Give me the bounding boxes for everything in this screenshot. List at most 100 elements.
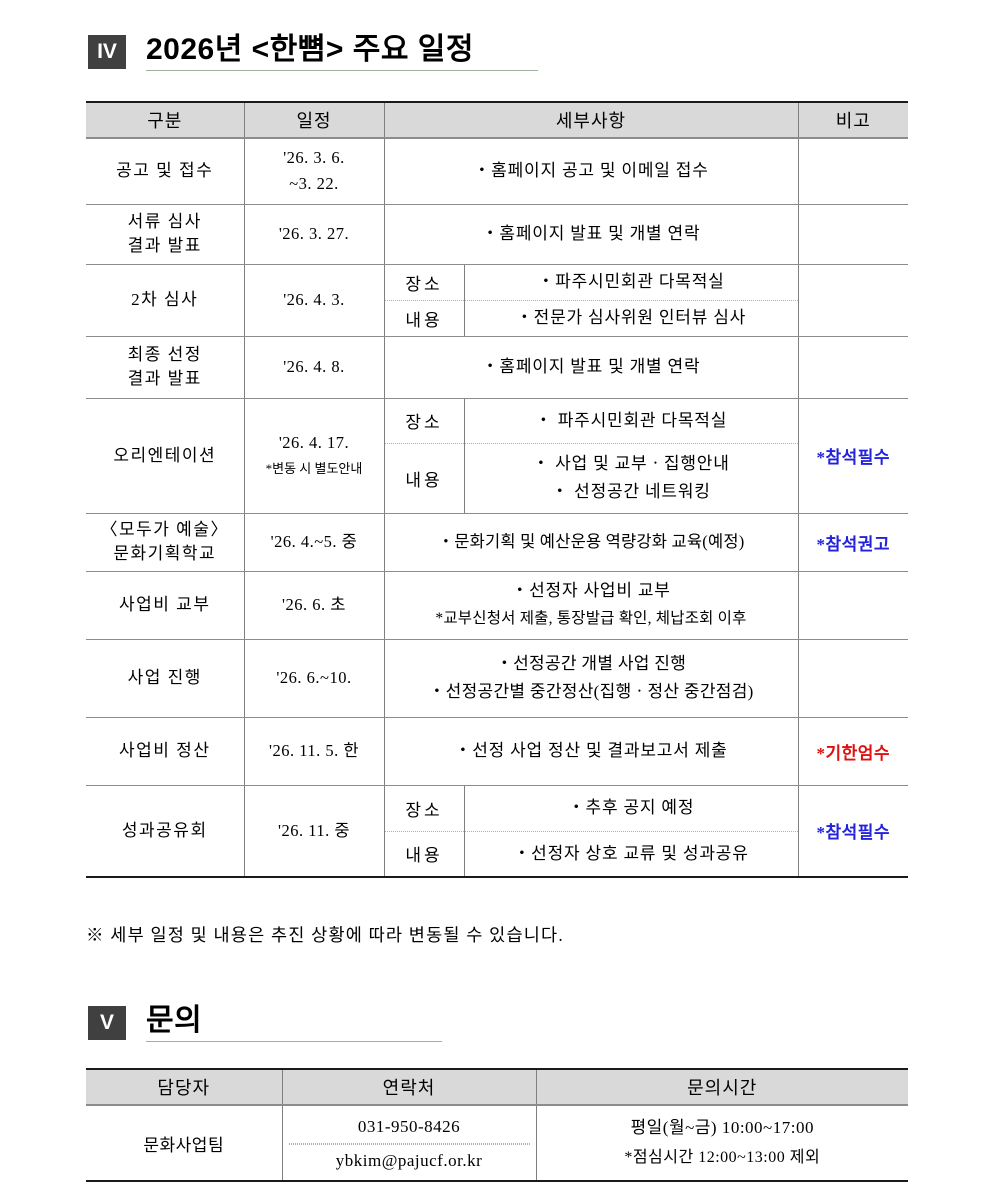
cell-detail: ・선정 사업 정산 및 결과보고서 제출 (383, 716, 799, 786)
date-line-2: ~3. 22. (289, 174, 339, 194)
cell-detail: ・선정공간 개별 사업 진행 ・선정공간별 중간정산(집행ㆍ정산 중간점검) (383, 638, 799, 718)
date-line-1: '26. 3. 6. (283, 148, 345, 168)
section-title-contact: 문의 (146, 1004, 203, 1037)
table-row: 공고 및 접수 '26. 3. 6. ~3. 22. ・홈페이지 공고 및 이메… (86, 137, 908, 205)
cell-remark (797, 263, 908, 337)
cell-remark (797, 335, 908, 399)
cell-sublabel-content: 내용 (383, 442, 465, 514)
cell-detail: ・홈페이지 공고 및 이메일 접수 (383, 137, 799, 205)
table-header-row: 구분 일정 세부사항 비고 (86, 101, 908, 139)
cell-detail: ・홈페이지 발표 및 개별 연락 (383, 335, 799, 399)
table-row: 최종 선정 결과 발표 '26. 4. 8. ・홈페이지 발표 및 개별 연락 (86, 335, 908, 399)
cell-sublabel-content: 내용 (383, 830, 465, 878)
section-title-underline-5: 문의 (146, 1004, 442, 1042)
table-row: 오리엔테이션 '26. 4. 17. *변동 시 별도안내 장소 ・ 파주시민회… (86, 397, 908, 514)
cell-category: 서류 심사 결과 발표 (86, 203, 245, 265)
table-row: 성과공유회 '26. 11. 중 장소 ・추후 공지 예정 *참석필수 (86, 784, 908, 878)
cell-date: '26. 6.~10. (243, 638, 385, 718)
cell-date: '26. 4. 8. (243, 335, 385, 399)
cell-hours: 평일(월~금) 10:00~17:00 *점심시간 12:00~13:00 제외 (535, 1104, 908, 1182)
detail-bullet-1: ・ 사업 및 교부ㆍ집행안내 (532, 454, 730, 473)
category-line-1: 최종 선정 (127, 345, 202, 364)
section-title-schedule: 2026년 <한뼘> 주요 일정 (146, 33, 474, 66)
cell-remark (797, 137, 908, 205)
cell-date: '26. 6. 초 (243, 570, 385, 640)
detail-bullet-2: ・선정공간별 중간정산(집행ㆍ정산 중간점검) (428, 682, 754, 701)
cell-remark: *참석필수 (797, 397, 908, 514)
detail-bullet-2: ・ 선정공간 네트워킹 (551, 482, 711, 501)
cell-person: 문화사업팀 (86, 1104, 283, 1182)
section-heading-schedule: IV 2026년 <한뼘> 주요 일정 (88, 33, 538, 71)
category-line-2: 결과 발표 (127, 236, 202, 255)
email-address[interactable]: ybkim@pajucf.or.kr (288, 1144, 530, 1176)
cell-detail-place: ・파주시민회관 다목적실 (463, 263, 799, 301)
cell-detail-content: ・ 사업 및 교부ㆍ집행안내 ・ 선정공간 네트워킹 (463, 442, 799, 514)
remark-badge: *참석권고 (816, 534, 891, 554)
section-number-badge-4: IV (88, 35, 126, 69)
cell-remark (797, 638, 908, 718)
hours-main: 평일(월~금) 10:00~17:00 (630, 1118, 814, 1137)
cell-date: '26. 3. 6. ~3. 22. (243, 137, 385, 205)
cell-detail-place: ・추후 공지 예정 (463, 784, 799, 832)
cell-category: 오리엔테이션 (86, 397, 245, 514)
cell-remark: *참석권고 (797, 512, 908, 572)
table-row: 사업 진행 '26. 6.~10. ・선정공간 개별 사업 진행 ・선정공간별 … (86, 638, 908, 718)
cell-detail: ・문화기획 및 예산운용 역량강화 교육(예정) (383, 512, 799, 572)
table-header-row: 담당자 연락처 문의시간 (86, 1068, 908, 1106)
category-line-1: 〈모두가 예술〉 (100, 520, 229, 539)
col-header-category: 구분 (86, 101, 245, 139)
table-row: 서류 심사 결과 발표 '26. 3. 27. ・홈페이지 발표 및 개별 연락 (86, 203, 908, 265)
cell-category: 2차 심사 (86, 263, 245, 337)
cell-detail: ・선정자 사업비 교부 *교부신청서 제출, 통장발급 확인, 체납조회 이후 (383, 570, 799, 640)
table-row: 사업비 정산 '26. 11. 5. 한 ・선정 사업 정산 및 결과보고서 제… (86, 716, 908, 786)
section-heading-contact: V 문의 (88, 1004, 442, 1042)
col-header-hours: 문의시간 (535, 1068, 908, 1106)
category-line-1: 서류 심사 (127, 212, 202, 231)
col-header-person: 담당자 (86, 1068, 283, 1106)
cell-date: '26. 11. 5. 한 (243, 716, 385, 786)
category-line-2: 문화기획학교 (113, 544, 217, 563)
col-header-details: 세부사항 (383, 101, 799, 139)
cell-sublabel-place: 장소 (383, 784, 465, 832)
cell-date: '26. 3. 27. (243, 203, 385, 265)
cell-date: '26. 4.~5. 중 (243, 512, 385, 572)
remark-badge: *참석필수 (816, 823, 891, 843)
phone-number[interactable]: 031-950-8426 (288, 1110, 530, 1144)
section-number-badge-5: V (88, 1006, 126, 1040)
cell-category: 사업 진행 (86, 638, 245, 718)
cell-remark (797, 203, 908, 265)
cell-category: 〈모두가 예술〉 문화기획학교 (86, 512, 245, 572)
cell-category: 최종 선정 결과 발표 (86, 335, 245, 399)
cell-remark (797, 570, 908, 640)
category-line-2: 결과 발표 (127, 369, 202, 388)
detail-note: *교부신청서 제출, 통장발급 확인, 체납조회 이후 (435, 610, 747, 627)
cell-detail-content: ・선정자 상호 교류 및 성과공유 (463, 830, 799, 878)
hours-note: *점심시간 12:00~13:00 제외 (624, 1149, 821, 1166)
remark-badge: *기한엄수 (816, 743, 891, 763)
table-row: 2차 심사 '26. 4. 3. 장소 ・파주시민회관 다목적실 (86, 263, 908, 337)
table-row: 〈모두가 예술〉 문화기획학교 '26. 4.~5. 중 ・문화기획 및 예산운… (86, 512, 908, 572)
cell-date: '26. 4. 3. (243, 263, 385, 337)
col-header-contact: 연락처 (281, 1068, 537, 1106)
cell-contact: 031-950-8426 ybkim@pajucf.or.kr (281, 1104, 537, 1182)
table-row: 내용 ・선정자 상호 교류 및 성과공유 (86, 830, 908, 878)
schedule-table: 구분 일정 세부사항 비고 공고 및 접수 '26. 3. 6. ~3. 22.… (86, 101, 908, 878)
cell-detail: ・홈페이지 발표 및 개별 연락 (383, 203, 799, 265)
date-note: *변동 시 별도안내 (265, 460, 363, 476)
detail-bullet-1: ・선정공간 개별 사업 진행 (495, 654, 687, 673)
table-row: 사업비 교부 '26. 6. 초 ・선정자 사업비 교부 *교부신청서 제출, … (86, 570, 908, 640)
contact-table: 담당자 연락처 문의시간 문화사업팀 031-950-8426 ybkim@pa… (86, 1068, 908, 1182)
cell-sublabel-place: 장소 (383, 397, 465, 444)
remark-badge: *참석필수 (816, 448, 891, 467)
section-title-underline-4: 2026년 <한뼘> 주요 일정 (146, 33, 538, 71)
cell-category: 사업비 정산 (86, 716, 245, 786)
schedule-footnote: ※ 세부 일정 및 내용은 추진 상황에 따라 변동될 수 있습니다. (86, 925, 564, 945)
cell-category: 공고 및 접수 (86, 137, 245, 205)
cell-remark: *기한엄수 (797, 716, 908, 786)
cell-detail-place: ・ 파주시민회관 다목적실 (463, 397, 799, 444)
cell-sublabel-place: 장소 (383, 263, 465, 301)
cell-date: '26. 4. 17. *변동 시 별도안내 (243, 397, 385, 514)
detail-bullet-1: ・선정자 사업비 교부 (511, 581, 671, 600)
cell-sublabel-content: 내용 (383, 299, 465, 337)
